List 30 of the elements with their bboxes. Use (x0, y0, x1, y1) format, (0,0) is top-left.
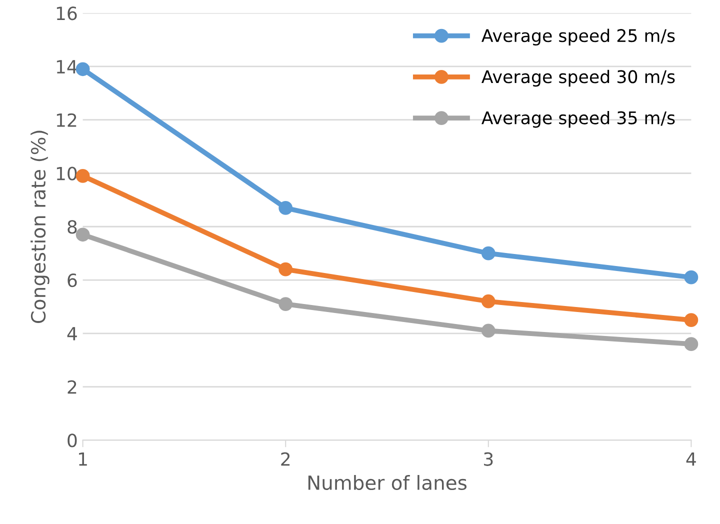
y-tick-label: 6 (68, 273, 77, 288)
x-axis-title: Number of lanes (308, 474, 467, 490)
x-tick-label: 2 (281, 452, 290, 466)
point (684, 270, 698, 284)
y-tick-label: 0 (68, 434, 77, 448)
point (684, 313, 698, 327)
point (278, 297, 293, 311)
legend-label: Average speed 35 m/s (482, 110, 675, 128)
point (481, 246, 496, 260)
point (76, 168, 90, 183)
x-tick-label: 4 (686, 452, 696, 466)
y-axis-title: Congestion rate (%) (30, 130, 50, 324)
y-tick-label: 2 (68, 380, 76, 394)
point (76, 62, 90, 76)
y-tick-label: 14 (56, 60, 77, 74)
point (481, 294, 496, 308)
y-tick-label: 10 (56, 166, 77, 180)
point (684, 337, 698, 352)
y-tick-label: 16 (56, 6, 77, 20)
y-tick-label: 4 (67, 327, 77, 340)
x-tick-label: 1 (79, 452, 87, 466)
legend-label: Average speed 30 m/s (482, 70, 675, 87)
point (278, 201, 293, 215)
point (278, 262, 293, 276)
point (481, 324, 496, 338)
point (76, 228, 90, 242)
y-tick-label: 8 (68, 220, 77, 234)
legend-label: Average speed 25 m/s (482, 28, 675, 46)
x-tick-label: 3 (484, 452, 493, 466)
y-tick-label: 12 (56, 113, 76, 127)
